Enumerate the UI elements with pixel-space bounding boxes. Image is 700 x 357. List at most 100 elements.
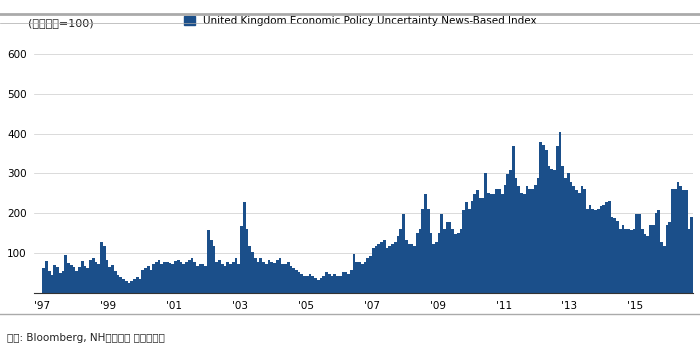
Bar — [545, 150, 547, 293]
Bar — [358, 262, 361, 293]
Bar — [248, 246, 251, 293]
Bar — [320, 278, 323, 293]
Bar — [389, 246, 391, 293]
Bar — [693, 210, 696, 293]
Bar — [92, 258, 94, 293]
Bar — [696, 188, 699, 293]
Bar — [83, 266, 86, 293]
Bar — [216, 262, 218, 293]
Bar — [122, 279, 125, 293]
Bar — [630, 230, 633, 293]
Bar — [487, 193, 490, 293]
Bar — [520, 193, 523, 293]
Bar — [361, 265, 363, 293]
Bar — [207, 230, 210, 293]
Bar — [240, 226, 243, 293]
Bar — [383, 241, 386, 293]
Bar — [306, 276, 309, 293]
Bar — [449, 222, 452, 293]
Bar — [262, 262, 265, 293]
Bar — [81, 261, 83, 293]
Bar — [106, 261, 108, 293]
Bar — [259, 258, 262, 293]
Bar — [326, 272, 328, 293]
Bar — [583, 188, 586, 293]
Bar — [284, 265, 287, 293]
Bar — [506, 174, 509, 293]
Bar — [202, 265, 204, 293]
Bar — [133, 279, 136, 293]
Bar — [183, 265, 186, 293]
Bar — [438, 232, 440, 293]
Bar — [147, 266, 150, 293]
Bar — [100, 242, 103, 293]
Bar — [608, 201, 610, 293]
Bar — [141, 270, 144, 293]
Text: (장기평균=100): (장기평균=100) — [27, 18, 93, 28]
Bar — [687, 228, 690, 293]
Bar — [597, 208, 600, 293]
Bar — [509, 170, 512, 293]
Bar — [347, 274, 350, 293]
Bar — [537, 178, 539, 293]
Bar — [564, 178, 567, 293]
Bar — [589, 205, 591, 293]
Bar — [363, 262, 366, 293]
Bar — [186, 262, 188, 293]
Bar — [468, 208, 470, 293]
Bar — [556, 146, 559, 293]
Bar — [127, 283, 130, 293]
Bar — [547, 166, 550, 293]
Bar — [94, 262, 97, 293]
Text: 자료: Bloomberg, NH투자증권 리서치센터: 자료: Bloomberg, NH투자증권 리서치센터 — [7, 333, 165, 343]
Bar — [328, 274, 330, 293]
Bar — [125, 281, 127, 293]
Bar — [267, 261, 270, 293]
Bar — [476, 190, 479, 293]
Bar — [679, 186, 682, 293]
Bar — [336, 276, 339, 293]
Bar — [553, 170, 556, 293]
Bar — [314, 278, 317, 293]
Bar — [281, 265, 284, 293]
Bar — [666, 225, 668, 293]
Bar — [190, 258, 193, 293]
Legend: United Kingdom Economic Policy Uncertainty News-Based Index: United Kingdom Economic Policy Uncertain… — [184, 16, 537, 26]
Bar — [119, 277, 122, 293]
Bar — [561, 166, 564, 293]
Bar — [542, 145, 545, 293]
Bar — [493, 194, 496, 293]
Bar — [303, 276, 306, 293]
Bar — [53, 265, 56, 293]
Bar — [446, 222, 449, 293]
Bar — [270, 262, 273, 293]
Bar — [136, 277, 139, 293]
Bar — [298, 272, 300, 293]
Bar — [600, 206, 603, 293]
Bar — [440, 214, 443, 293]
Bar — [575, 190, 577, 293]
Bar — [405, 241, 407, 293]
Bar — [213, 246, 216, 293]
Bar — [592, 208, 594, 293]
Bar — [246, 228, 248, 293]
Bar — [204, 266, 207, 293]
Bar — [443, 228, 446, 293]
Bar — [193, 262, 196, 293]
Bar — [430, 232, 433, 293]
Bar — [559, 132, 561, 293]
Bar — [366, 258, 369, 293]
Bar — [180, 262, 183, 293]
Bar — [114, 271, 117, 293]
Bar — [59, 273, 62, 293]
Bar — [279, 258, 281, 293]
Bar — [350, 270, 353, 293]
Bar — [482, 198, 484, 293]
Bar — [353, 254, 356, 293]
Bar — [657, 210, 660, 293]
Bar — [117, 275, 119, 293]
Bar — [517, 186, 520, 293]
Bar — [685, 190, 687, 293]
Bar — [586, 208, 589, 293]
Bar — [89, 261, 92, 293]
